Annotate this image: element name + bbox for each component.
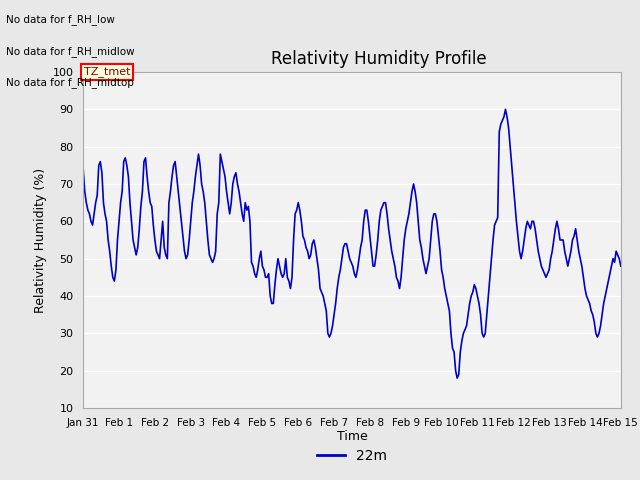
Text: No data for f_RH_midlow: No data for f_RH_midlow <box>6 46 135 57</box>
Legend: 22m: 22m <box>312 443 392 468</box>
Text: No data for f_RH_low: No data for f_RH_low <box>6 14 115 25</box>
Text: TZ_tmet: TZ_tmet <box>84 67 131 77</box>
X-axis label: Time: Time <box>337 431 367 444</box>
Y-axis label: Relativity Humidity (%): Relativity Humidity (%) <box>34 168 47 312</box>
Title: Relativity Humidity Profile: Relativity Humidity Profile <box>271 49 486 68</box>
Text: No data for f_RH_midtop: No data for f_RH_midtop <box>6 77 134 88</box>
